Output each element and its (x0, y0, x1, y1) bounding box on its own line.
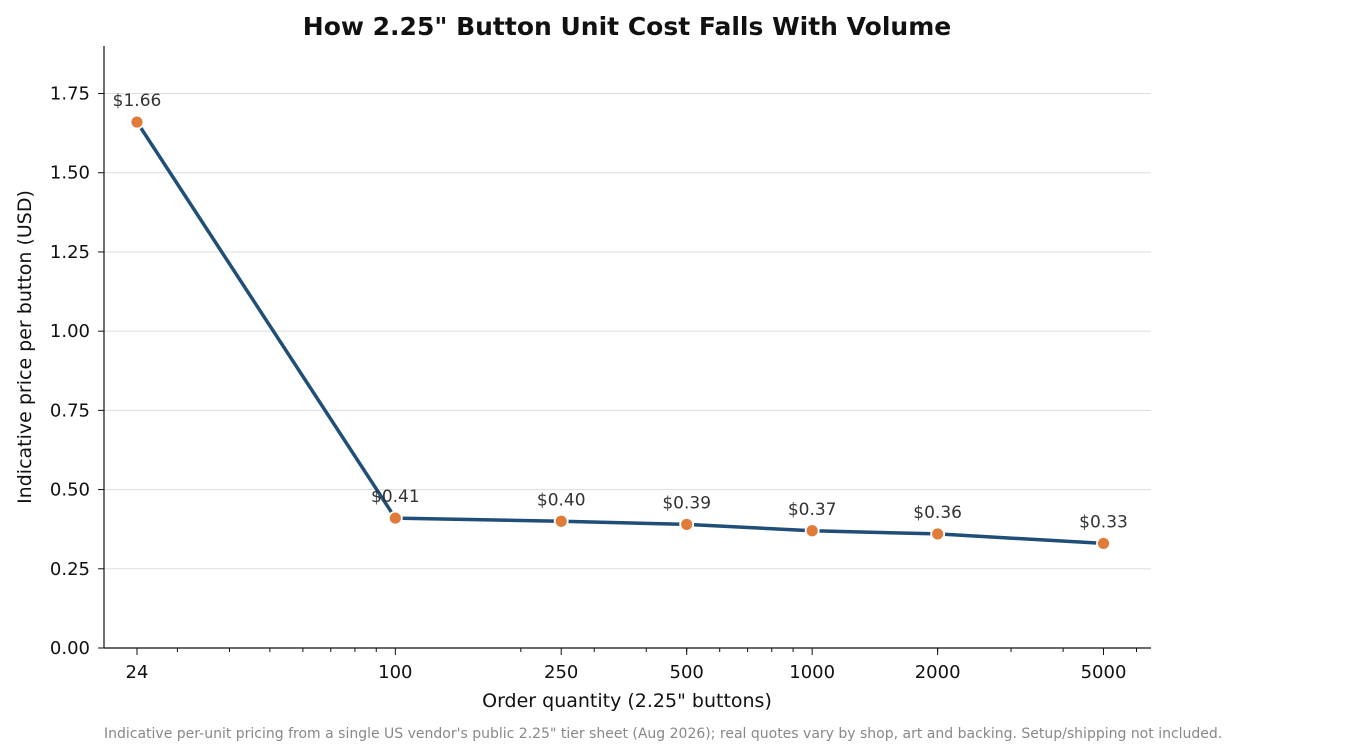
data-point (553, 513, 569, 529)
y-tick-label: 0.50 (50, 480, 90, 501)
y-tick-label: 0.25 (50, 559, 90, 580)
data-label: $0.40 (537, 490, 586, 510)
x-tick-label: 500 (670, 662, 704, 683)
data-point (930, 526, 946, 542)
x-tick-label: 1000 (789, 662, 835, 683)
data-label: $0.39 (662, 493, 711, 513)
y-tick-label: 1.00 (50, 321, 90, 342)
grid-lines (104, 93, 1151, 570)
x-tick-label: 5000 (1081, 662, 1127, 683)
x-axis: 24 100 250 500 1000 2000 5000 (126, 648, 1138, 683)
data-point (387, 510, 403, 526)
series-line (135, 120, 1106, 546)
y-axis: 0.00 0.25 0.50 0.75 1.00 1.25 1.50 1.75 (50, 84, 104, 659)
y-axis-label: Indicative price per button (USD) (14, 190, 36, 504)
data-label: $0.36 (913, 503, 962, 523)
data-point (129, 114, 145, 130)
y-tick-label: 1.75 (50, 84, 90, 105)
y-tick-label: 1.25 (50, 242, 90, 263)
footnote: Indicative per-unit pricing from a singl… (104, 726, 1222, 742)
data-point (679, 517, 695, 532)
x-tick-label: 100 (378, 662, 412, 683)
y-tick-label: 0.00 (50, 638, 90, 659)
data-label: $0.37 (788, 500, 837, 520)
x-axis-label: Order quantity (2.25" buttons) (482, 690, 772, 712)
data-label: $0.41 (371, 487, 420, 507)
data-label: $1.66 (113, 91, 162, 111)
series-group (129, 114, 1111, 551)
chart-title: How 2.25" Button Unit Cost Falls With Vo… (303, 12, 951, 41)
y-tick-label: 0.75 (50, 400, 90, 421)
data-label: $0.33 (1079, 512, 1128, 532)
x-tick-label: 24 (126, 662, 149, 683)
y-tick-label: 1.50 (50, 163, 90, 184)
data-point (1096, 536, 1111, 551)
data-labels: $1.66 $0.41 $0.40 $0.39 $0.37 $0.36 $0.33 (113, 91, 1128, 532)
data-point (804, 523, 820, 539)
x-tick-label: 2000 (915, 662, 961, 683)
x-tick-label: 250 (544, 662, 578, 683)
